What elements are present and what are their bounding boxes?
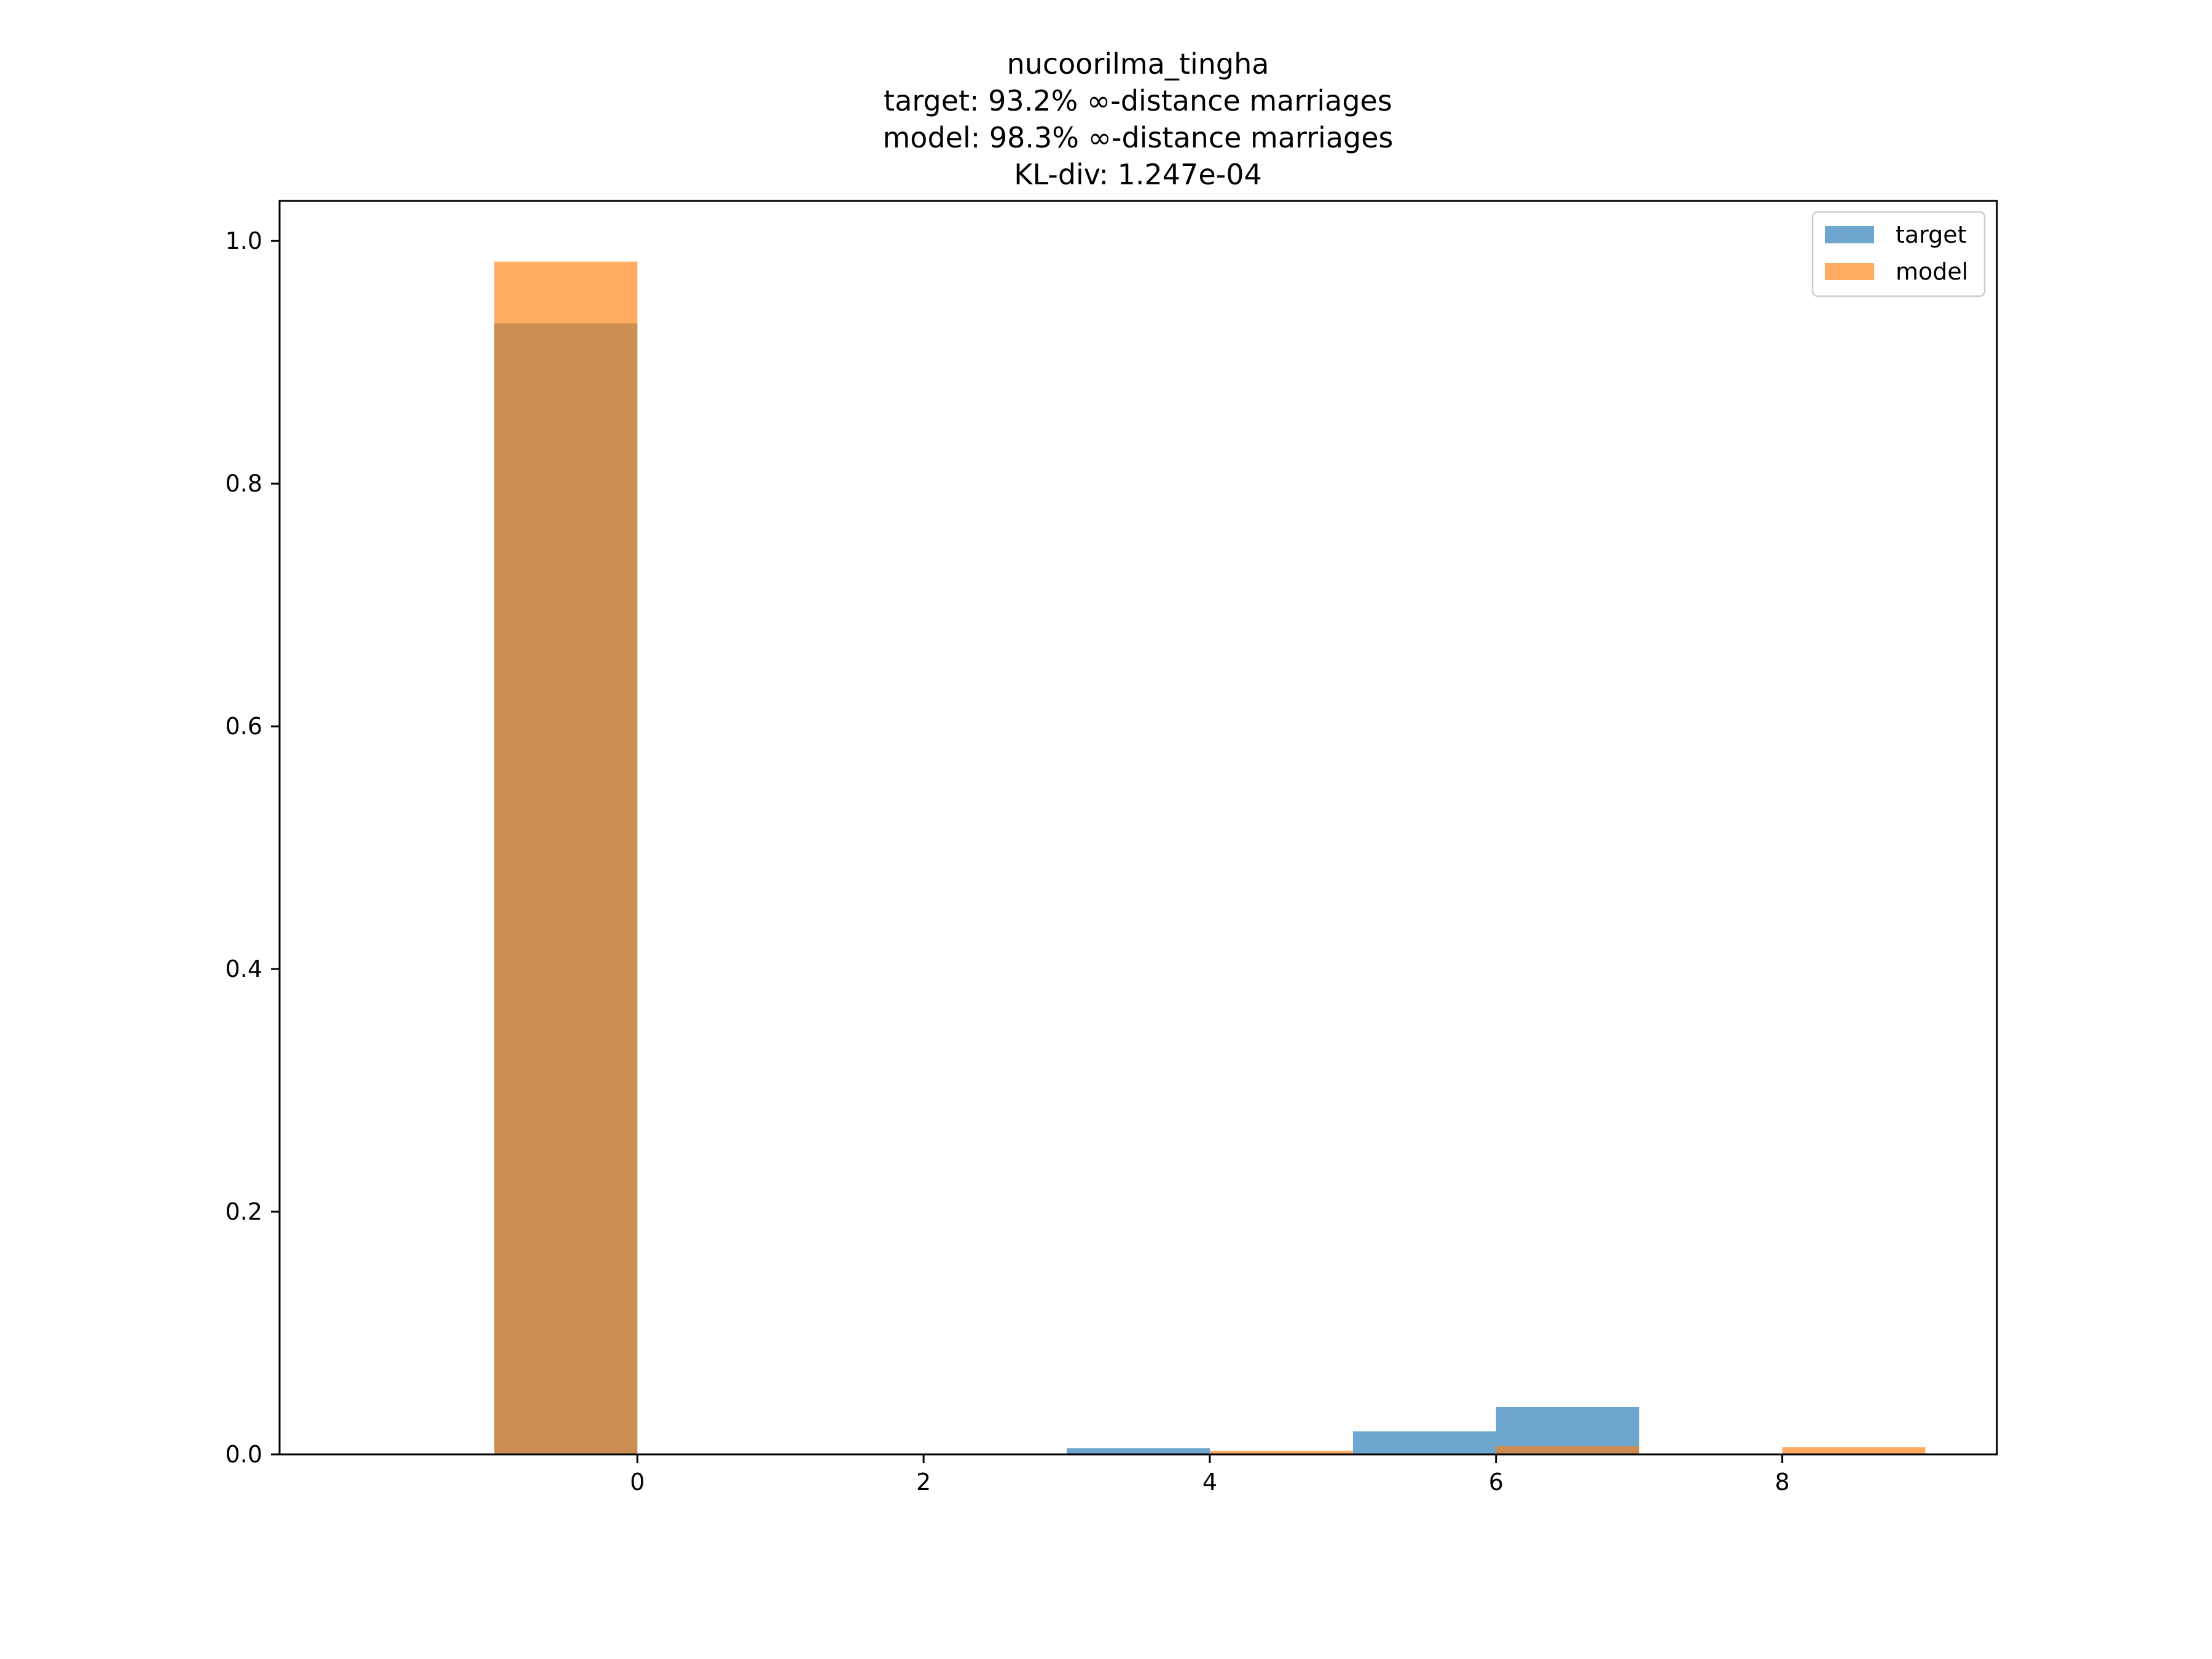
plot-frame xyxy=(278,200,1998,1456)
y-tick-label: 0.6 xyxy=(226,713,262,740)
title-line-3: model: 98.3% ∞-distance marriages xyxy=(882,121,1393,154)
title-line-2: target: 93.2% ∞-distance marriages xyxy=(884,84,1392,117)
y-tick-label: 0.4 xyxy=(226,955,262,982)
y-axis: 0.0 0.2 0.4 0.6 0.8 1.0 xyxy=(226,227,280,1468)
y-tick-label: 0.2 xyxy=(226,1198,262,1225)
bar-model-bin-9 xyxy=(1782,1447,1926,1454)
bar-target-bin-4 xyxy=(1067,1448,1210,1454)
title-line-1: nucoorilma_tingha xyxy=(1007,47,1269,80)
legend-label-target: target xyxy=(1896,221,1967,248)
legend-label-model: model xyxy=(1896,258,1968,285)
legend-swatch-model xyxy=(1825,263,1874,280)
bar-model-bin-7 xyxy=(1496,1446,1639,1454)
x-tick-label: 6 xyxy=(1489,1469,1504,1496)
title-line-4: KL-div: 1.247e-04 xyxy=(1014,158,1262,191)
chart-title: nucoorilma_tingha target: 93.2% ∞-distan… xyxy=(882,47,1393,191)
x-tick-label: 2 xyxy=(916,1469,931,1496)
y-tick-label: 0.8 xyxy=(226,470,262,497)
y-tick-label: 0.0 xyxy=(226,1441,262,1468)
x-tick-label: 8 xyxy=(1775,1469,1790,1496)
legend-swatch-target xyxy=(1825,226,1874,243)
bar-model-bin-0 xyxy=(494,261,638,1455)
bar-model-bin-5 xyxy=(1209,1451,1353,1454)
x-tick-label: 4 xyxy=(1202,1469,1217,1496)
x-axis: 0 2 4 6 8 xyxy=(630,1454,1790,1496)
legend: target model xyxy=(1811,211,1986,297)
bar-target-bin-6 xyxy=(1352,1431,1496,1454)
y-tick-label: 1.0 xyxy=(226,227,262,254)
bars-layer xyxy=(494,261,1926,1455)
x-tick-label: 0 xyxy=(630,1469,645,1496)
